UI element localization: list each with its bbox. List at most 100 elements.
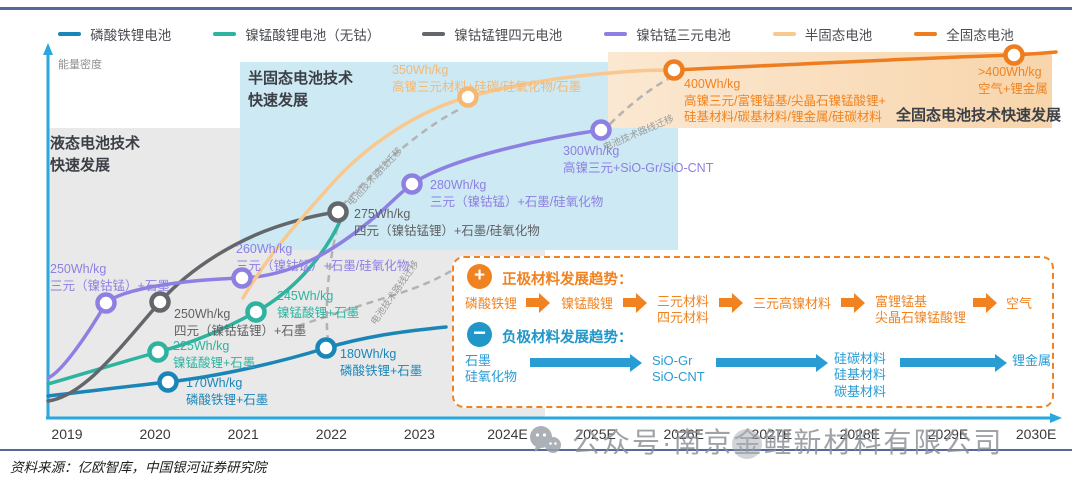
- annotation-ncm-260: 260Wh/kg 三元（镍钴锰）+石墨/硅氧化物: [236, 241, 409, 274]
- annotation-quad-275: 275Wh/kg 四元（镍钴锰锂）+石墨/硅氧化物: [354, 206, 540, 239]
- annotation-value: 245Wh/kg: [277, 289, 334, 303]
- annotation-value: 225Wh/kg: [173, 339, 230, 353]
- anode-step-4: 锂金属: [1012, 353, 1052, 368]
- annotation-ncm-250: 250Wh/kg 三元（镍钴锰）+石墨: [50, 261, 170, 294]
- x-tick-2022: 2022: [315, 426, 347, 442]
- annotation-lmn-245: 245Wh/kg 镍锰酸锂+石墨: [277, 288, 359, 321]
- annotation-value: 280Wh/kg: [430, 178, 487, 192]
- watermark-text: 公众号·南京金鲤新材料有限公司: [572, 427, 1004, 458]
- cathode-step-5-line1: 富锂锰基: [875, 294, 928, 309]
- annotation-lmn-225: 225Wh/kg 镍锰酸锂+石墨: [173, 338, 255, 371]
- x-axis-arrowhead: [1050, 413, 1062, 423]
- legend-label: 镍钴锰锂四元电池: [454, 28, 563, 43]
- line-lmn: [46, 215, 344, 386]
- legend: 磷酸铁锂电池 镍锰酸锂电池（无钴） 镍钴锰锂四元电池 镍钴锰三元电池 半固态电池 全固态电…: [0, 24, 1072, 44]
- cathode-step-4: 三元高镍材料: [753, 296, 832, 311]
- cathode-step-5-line2: 尖晶石镍锰酸锂: [875, 310, 967, 326]
- marker-solid-400: [663, 59, 685, 81]
- migration-path-quad-to-semisolid: [341, 106, 463, 207]
- line-lfp: [46, 325, 448, 398]
- annotation-value: 400Wh/kg: [684, 77, 741, 91]
- arrow-right-icon: [719, 292, 743, 313]
- legend-swatch: [914, 32, 938, 36]
- legend-swatch: [213, 32, 237, 36]
- cathode-step-3-line2: 四元材料: [657, 310, 710, 326]
- marker-lmn-245: [245, 301, 267, 323]
- arrow-right-icon: [841, 292, 865, 313]
- line-solid-state: [672, 50, 1058, 72]
- cathode-step-2: 镍锰酸锂: [561, 296, 614, 311]
- source-note: 资料来源：亿欧智库，中国银河证券研究院: [10, 460, 267, 475]
- annotation-solid-400plus: >400Wh/kg 空气+锂金属: [978, 64, 1048, 97]
- anode-trend-title: 负极材料发展趋势：: [502, 330, 633, 346]
- legend-item-2: 镍锰酸锂电池（无钴）: [213, 24, 380, 44]
- x-tick-2029E: 2029E: [927, 426, 969, 442]
- markers-lfp: [157, 337, 337, 393]
- x-tick-2030E: 2030E: [1015, 426, 1057, 442]
- annotation-value: 180Wh/kg: [340, 347, 397, 361]
- annotation-ncm-280: 280Wh/kg 三元（镍钴锰）+石墨/硅氧化物: [430, 177, 603, 210]
- annotation-value: 260Wh/kg: [236, 242, 293, 256]
- marker-lfp-170: [157, 371, 179, 393]
- migration-path-lfp-diagonal: [297, 266, 457, 328]
- legend-label: 全固态电池: [946, 28, 1014, 43]
- x-tick-2020: 2020: [139, 426, 171, 442]
- cathode-step-5: 富锂锰基 尖晶石镍锰酸锂: [875, 294, 966, 327]
- cathode-step-1: 磷酸铁锂: [465, 296, 518, 311]
- anode-step-3: 硅碳材料 硅基材料 碳基材料: [834, 351, 886, 400]
- annotation-materials: 镍锰酸锂+石墨: [277, 305, 360, 320]
- arrow-right-icon: [973, 292, 997, 313]
- legend-label: 镍锰酸锂电池（无钴）: [245, 28, 381, 43]
- company-logo-circle: [732, 429, 762, 459]
- label-liquid-line2: 快速发展: [50, 156, 111, 174]
- legend-label: 磷酸铁锂电池: [90, 28, 172, 43]
- annotation-value: 350Wh/kg: [392, 63, 449, 77]
- anode-step-1-line2: 硅氧化物: [465, 369, 518, 385]
- markers-ternary: [95, 119, 612, 314]
- annotation-ncm-300: 300Wh/kg 高镍三元+SiO-Gr/SiO-CNT: [563, 143, 713, 176]
- marker-ncm-280: [401, 173, 423, 195]
- annotation-materials: 空气+锂金属: [978, 81, 1048, 96]
- marker-ncm-250: [95, 292, 117, 314]
- legend-item-4: 镍钴锰三元电池: [604, 24, 731, 44]
- plus-icon: +: [467, 264, 492, 289]
- annotation-value: 250Wh/kg: [50, 262, 107, 276]
- annotation-materials: 三元（镍钴锰）+石墨/硅氧化物: [430, 194, 604, 209]
- annotation-lfp-180: 180Wh/kg 磷酸铁锂+石墨: [340, 346, 422, 379]
- anode-step-3-line1: 硅碳材料: [834, 351, 887, 366]
- marker-lmn-225: [147, 341, 169, 363]
- anode-step-2-line2: SiO-CNT: [652, 369, 705, 385]
- annotation-materials: 四元（镍钴锰锂）+石墨: [174, 323, 307, 338]
- anode-step-1: 石墨 硅氧化物: [465, 353, 517, 386]
- annotation-materials: 磷酸铁锂+石墨: [186, 392, 269, 407]
- marker-quad-250: [149, 291, 171, 313]
- long-arrow-right-icon: [716, 353, 828, 372]
- long-arrow-right-icon: [900, 353, 1007, 372]
- legend-swatch: [58, 32, 82, 36]
- legend-label: 半固态电池: [804, 28, 873, 43]
- annotation-value: >400Wh/kg: [978, 65, 1042, 79]
- marker-ncm-260: [231, 267, 253, 289]
- marker-lfp-180: [315, 337, 337, 359]
- label-liquid-phase: 液态电池技术 快速发展: [50, 133, 140, 177]
- annotation-materials: 三元（镍钴锰）+石墨/硅氧化物: [236, 258, 410, 273]
- legend-label: 镍钴锰三元电池: [636, 28, 731, 43]
- x-tick-2019: 2019: [51, 426, 83, 442]
- annotation-value: 275Wh/kg: [354, 207, 411, 221]
- y-axis-label: 能量密度: [58, 59, 102, 71]
- x-tick-2021: 2021: [227, 426, 259, 442]
- x-tick-2026E: 2026E: [663, 426, 704, 442]
- annotation-materials: 磷酸铁锂+石墨: [340, 363, 423, 378]
- cathode-step-3: 三元材料 四元材料: [657, 294, 709, 327]
- marker-quad-275: [327, 201, 349, 223]
- marker-solid-400plus: [1003, 44, 1025, 66]
- arrow-right-icon: [623, 292, 647, 313]
- anode-step-3-line3: 碳基材料: [834, 383, 887, 399]
- markers-quaternary: [149, 201, 349, 313]
- wechat-icon: [530, 426, 561, 453]
- annotation-solid-400: 400Wh/kg 高镍三元/富锂锰基/尖晶石镍锰酸锂+ 硅基材料/碳基材料/锂金…: [684, 76, 886, 126]
- annotation-value: 250Wh/kg: [174, 307, 231, 321]
- x-tick-2025E: 2025E: [575, 426, 616, 442]
- annotation-materials: 高镍三元材料+硅碳/硅氧化物/石墨: [392, 79, 582, 94]
